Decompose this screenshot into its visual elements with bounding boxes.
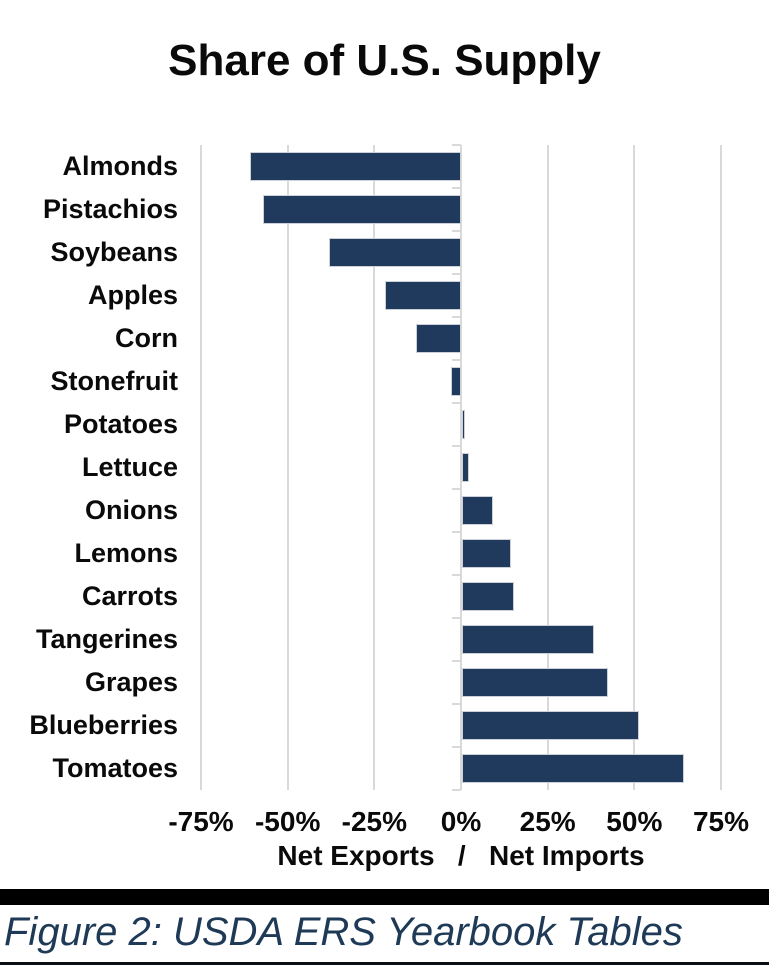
gridline [546,145,549,790]
category-label: Tangerines [35,624,178,654]
gridline [633,145,636,790]
category-axis-tick [452,359,461,361]
category-label: Apples [87,280,178,310]
x-tick-label: 25% [519,806,576,837]
bar-soybeans [329,238,461,267]
category-axis-tick [452,617,461,619]
gridline [373,145,376,790]
bar-lemons [462,539,511,568]
bar-tangerines [462,625,594,654]
category-label: Potatoes [63,409,178,439]
x-tick-label: -50% [254,806,321,837]
bar-corn [415,324,461,353]
category-axis-tick [452,531,461,533]
bar-grapes [462,668,608,697]
category-label: Carrots [81,581,178,611]
category-label: Stonefruit [50,366,179,396]
category-label: Tomatoes [52,753,178,783]
category-label: Blueberries [29,710,178,740]
category-label: Grapes [84,667,178,697]
divider-bar [0,889,769,905]
bar-carrots [462,582,514,611]
figure-caption: Figure 2: USDA ERS Yearbook Tables [4,910,683,954]
category-label: Lemons [74,538,178,568]
gridline [200,145,202,790]
chart-title: Share of U.S. Supply [168,36,601,85]
category-axis-tick [452,445,461,447]
category-label: Corn [115,323,178,353]
category-label: Almonds [62,151,178,181]
category-label: Pistachios [42,194,178,224]
category-label: Onions [85,495,178,525]
bar-stonefruit [450,367,461,396]
category-axis-tick [452,488,461,490]
bar-almonds [249,152,461,181]
category-axis-tick [452,746,461,748]
category-axis-tick [452,402,461,404]
gridline [720,145,722,790]
x-tick-label: 50% [606,806,663,837]
category-axis-tick [452,316,461,318]
bar-onions [462,496,494,525]
gridline [286,145,289,790]
bar-tomatoes [462,754,684,783]
x-tick-label: 75% [692,806,750,837]
bar-apples [384,281,461,310]
bar-potatoes [462,410,466,439]
bottom-rule [0,962,769,965]
bar-pistachios [263,195,461,224]
category-axis-tick [452,660,461,662]
category-axis-tick [452,574,461,576]
x-tick-label: -25% [341,806,408,837]
x-axis-label: Net Exports / Net Imports [277,840,645,871]
x-tick-label: -75% [168,806,234,837]
bar-lettuce [462,453,469,482]
category-axis-tick [452,230,461,232]
category-label: Soybeans [50,237,178,267]
category-label: Lettuce [81,452,178,482]
category-axis-tick [452,273,461,275]
x-tick-label: 0% [440,806,482,837]
category-axis-tick [452,144,461,146]
category-axis-tick [452,187,461,189]
category-axis-tick [452,789,461,791]
bar-blueberries [462,711,639,740]
category-axis-tick [452,703,461,705]
gridline [460,145,462,790]
